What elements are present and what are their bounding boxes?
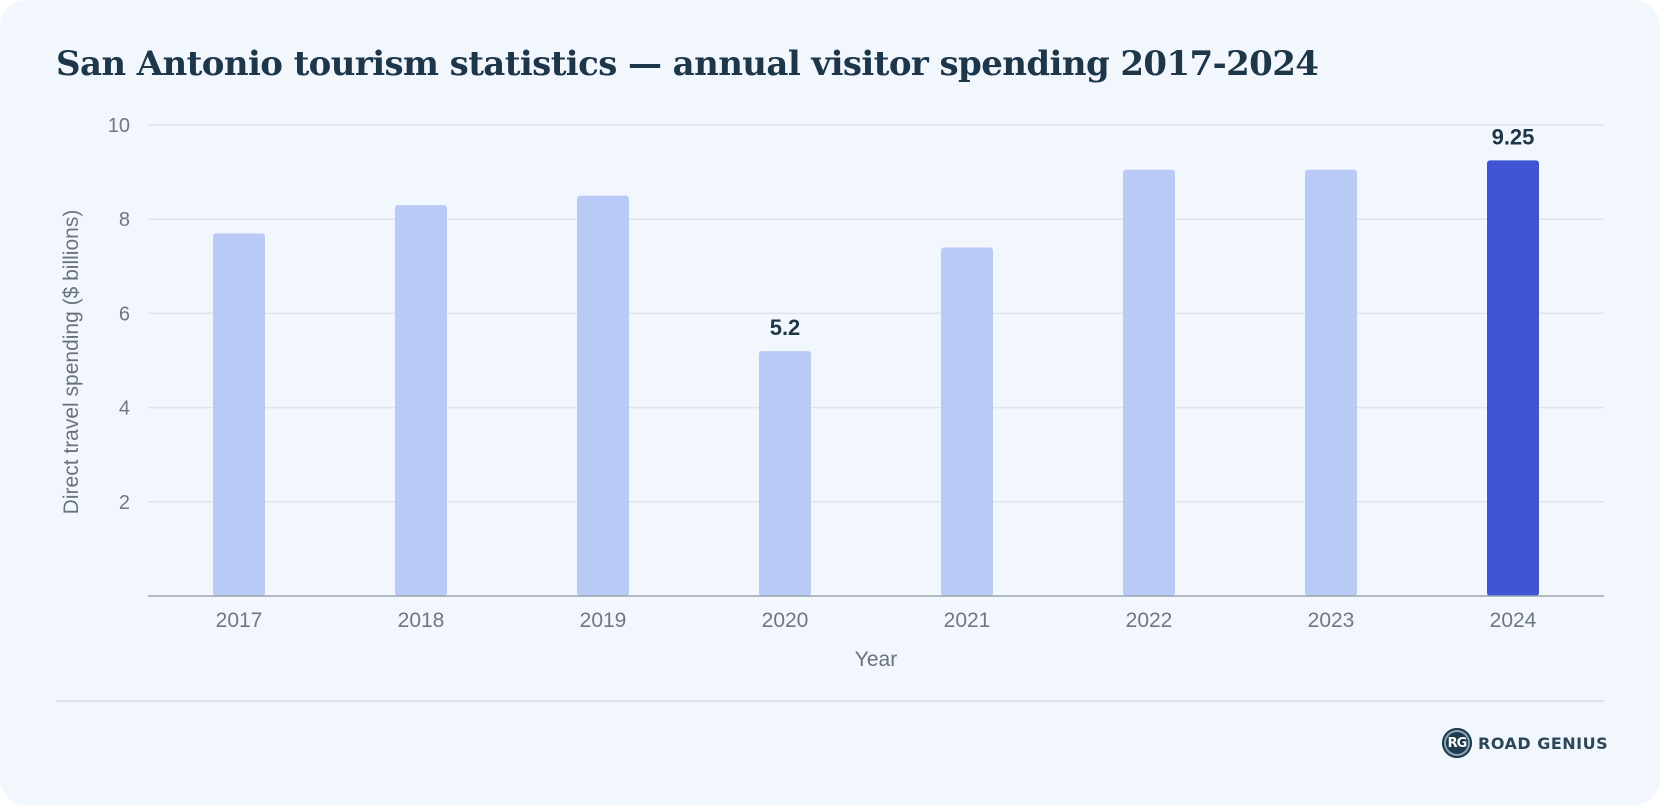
- x-tick-label: 2018: [398, 609, 445, 632]
- bars: [213, 160, 1539, 596]
- y-tick-label: 6: [119, 303, 130, 325]
- gridlines: [148, 124, 1604, 503]
- x-tick-label: 2023: [1308, 609, 1355, 632]
- chart-title: San Antonio tourism statistics — annual …: [56, 44, 1319, 84]
- y-tick-label: 4: [119, 398, 130, 420]
- bar: [941, 247, 993, 596]
- y-tick-label: 10: [108, 115, 130, 137]
- x-tick-label: 2017: [216, 609, 263, 632]
- data-label: 5.2: [770, 315, 801, 340]
- x-tick-label: 2021: [944, 609, 991, 632]
- y-axis-label: Direct travel spending ($ billions): [60, 210, 83, 515]
- bar: [213, 233, 265, 596]
- bar: [759, 351, 811, 596]
- x-tick-label: 2024: [1490, 609, 1537, 632]
- y-tick-label: 2: [119, 492, 130, 514]
- footer-divider: [56, 700, 1604, 702]
- data-labels: 5.2 9.25: [770, 124, 1535, 340]
- bar: [395, 205, 447, 596]
- brand-mark-icon: RG: [1442, 728, 1472, 758]
- bar: [1123, 169, 1175, 596]
- brand-name: ROAD GENIUS: [1478, 733, 1609, 753]
- brand-logo: RG ROAD GENIUS: [1442, 728, 1608, 758]
- data-label: 9.25: [1492, 124, 1535, 149]
- y-tick-label: 8: [119, 209, 130, 231]
- bar-highlighted: [1487, 160, 1539, 596]
- x-tick-label: 2022: [1126, 609, 1173, 632]
- x-tick-label: 2019: [580, 609, 627, 632]
- axes: 2 4 6 8 10 2017 2018 2019 2020 2021 2022 2023 2024 Ye…: [60, 115, 1604, 671]
- x-axis-label: Year: [855, 648, 897, 671]
- bar-chart: 2 4 6 8 10 2017 2018 2019 2020 2021 2022 2023 2024 Ye…: [60, 115, 1604, 671]
- x-tick-label: 2020: [762, 609, 809, 632]
- bar: [1305, 169, 1357, 596]
- bar: [577, 195, 629, 596]
